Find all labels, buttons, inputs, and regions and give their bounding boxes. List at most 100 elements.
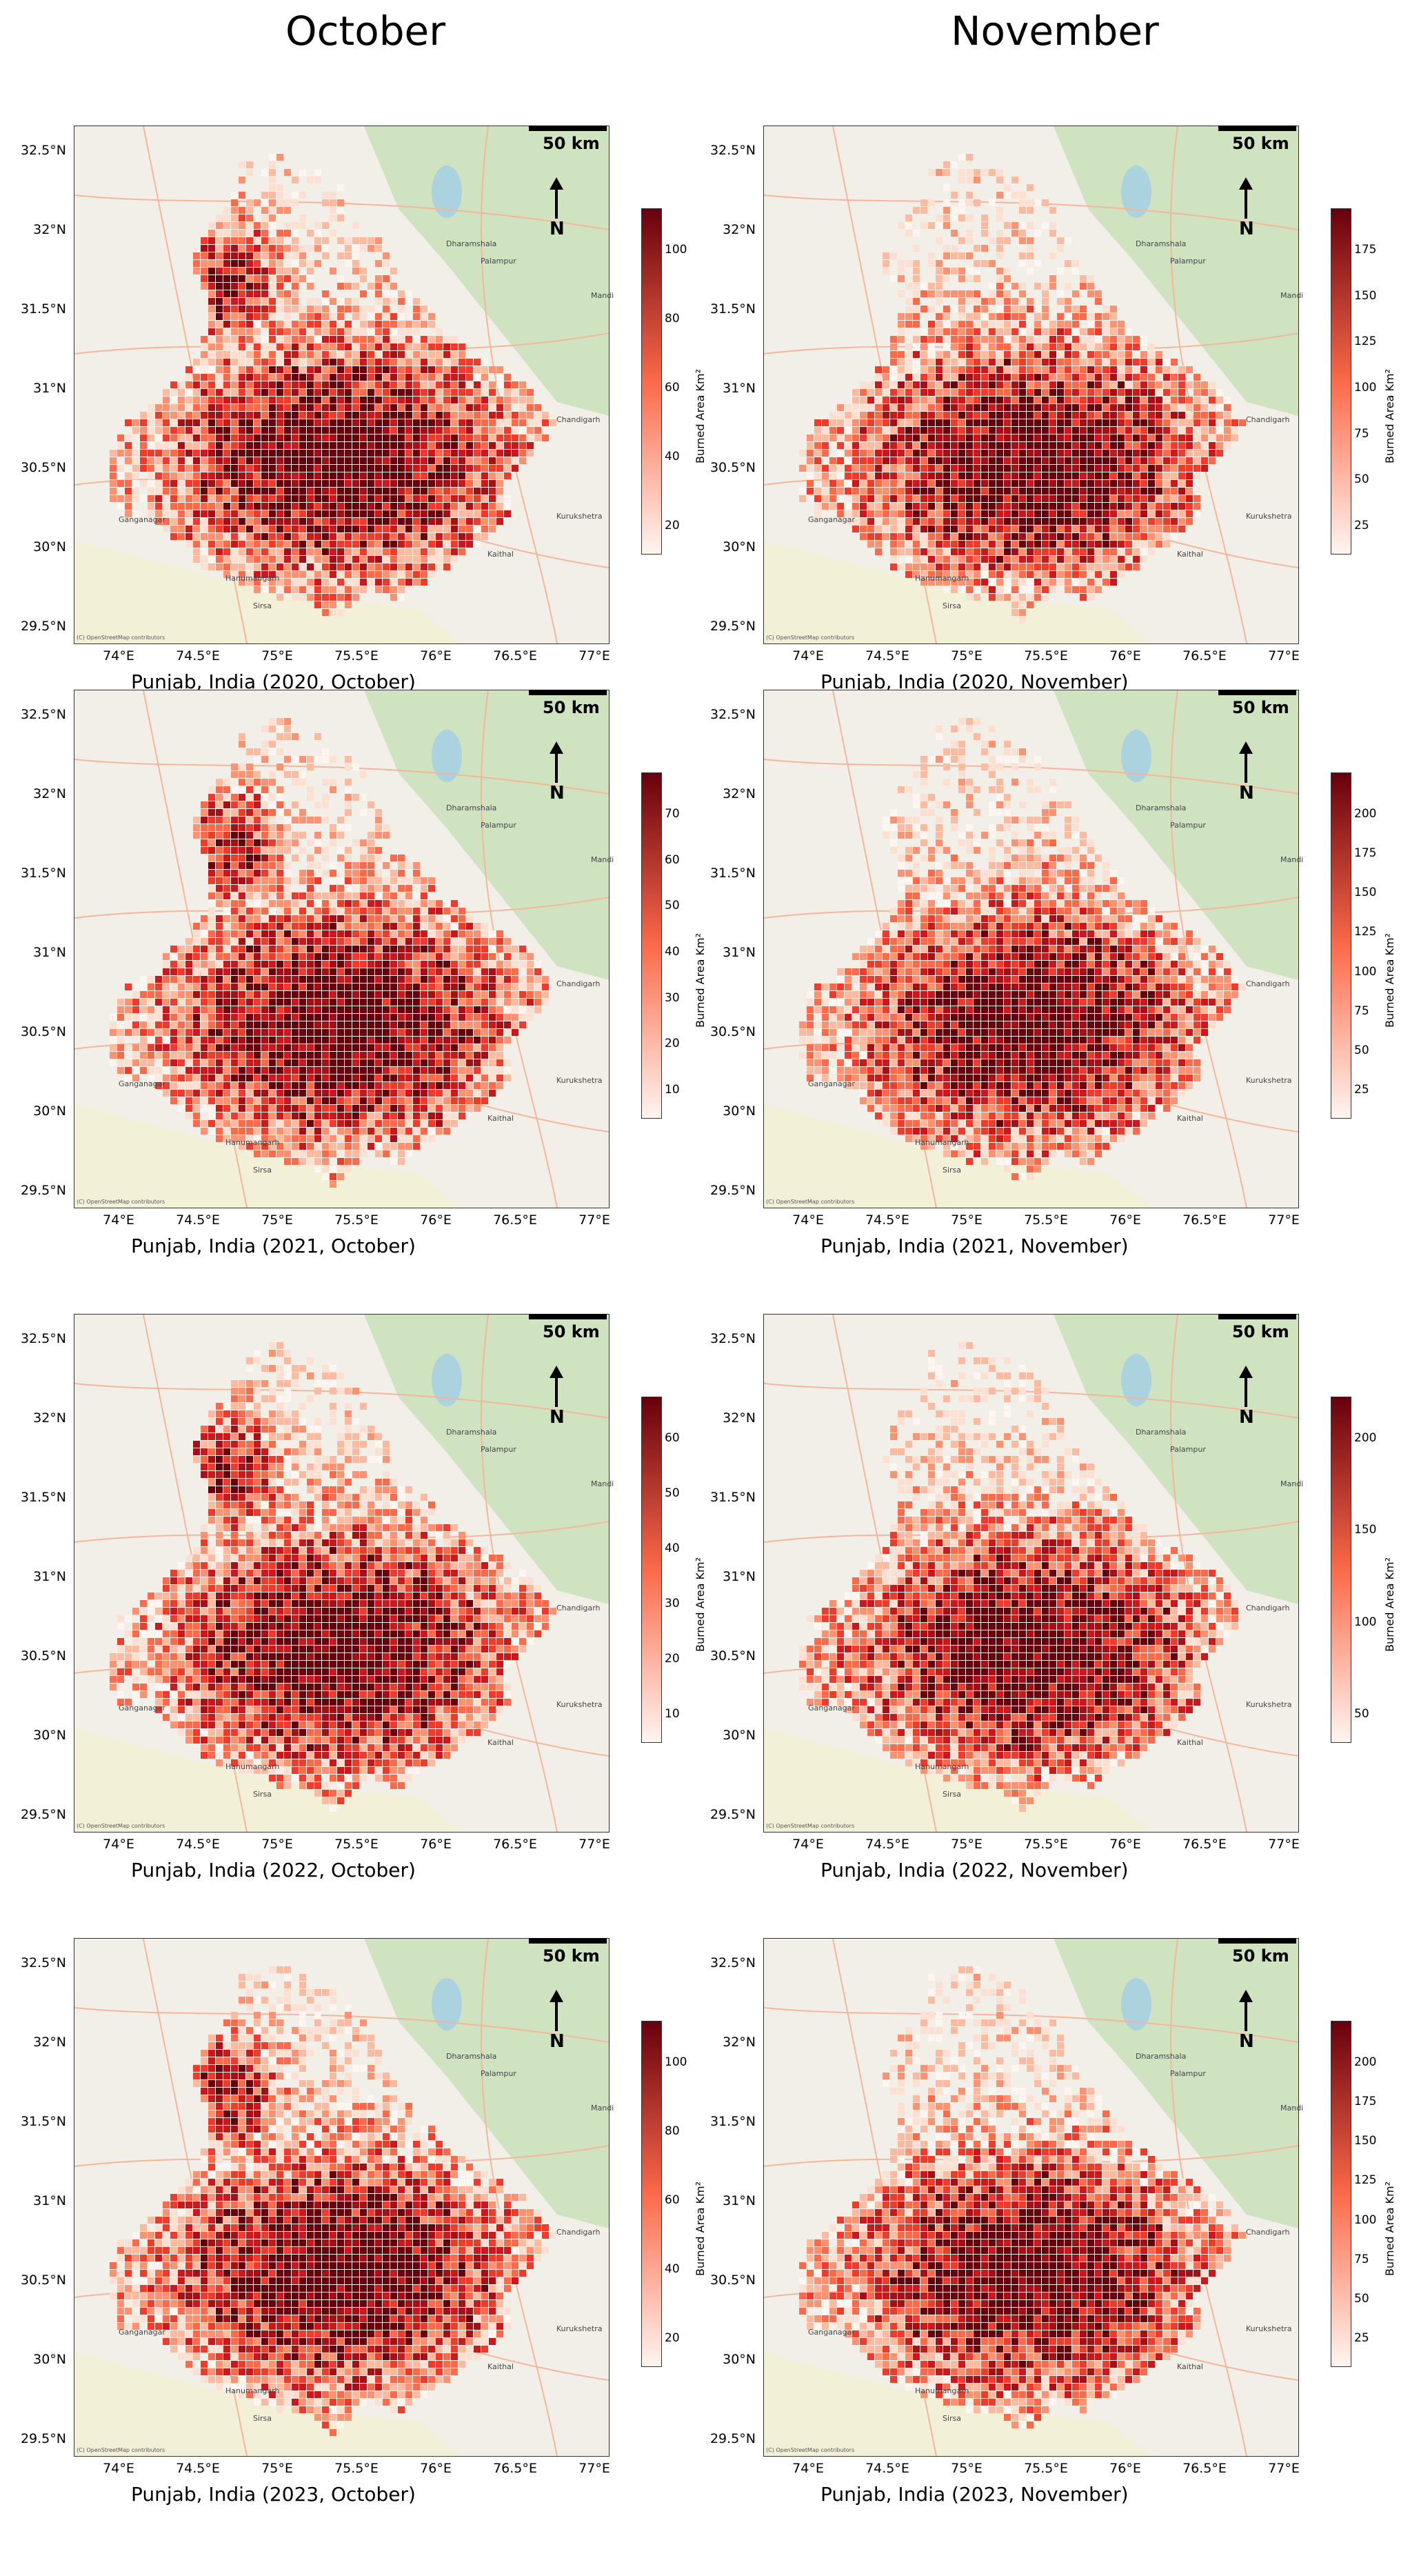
colorbar-tick-label: 200 bbox=[1354, 2055, 1377, 2069]
y-tick-label: 31°N bbox=[723, 381, 756, 396]
y-tick-label: 29.5°N bbox=[709, 2431, 756, 2446]
y-tick-label: 31°N bbox=[33, 1569, 66, 1584]
colorbar-tick-label: 50 bbox=[665, 899, 680, 913]
x-tick-label: 76.5°E bbox=[493, 1212, 537, 1228]
colorbar-tick-label: 25 bbox=[1354, 1083, 1369, 1097]
y-tick-label: 31°N bbox=[723, 2193, 756, 2208]
x-tick-label: 76.5°E bbox=[1182, 1212, 1227, 1228]
colorbar-tick-label: 125 bbox=[1354, 335, 1377, 349]
colorbar-label: Burned Area Km² bbox=[1383, 1557, 1396, 1652]
x-tick-label: 76.5°E bbox=[493, 648, 537, 663]
colorbar-label: Burned Area Km² bbox=[1383, 2181, 1396, 2276]
place-label: Kaithal bbox=[487, 550, 514, 559]
place-label: Mandi bbox=[591, 1479, 614, 1488]
x-tick-label: 76.5°E bbox=[1182, 1837, 1227, 1852]
y-tick-label: 32°N bbox=[723, 222, 756, 237]
place-label: Chandigarh bbox=[1246, 2228, 1290, 2237]
x-tick-label: 76°E bbox=[420, 1212, 452, 1228]
place-label: Dharamshala bbox=[446, 239, 497, 248]
x-tick-label: 77°E bbox=[1268, 1212, 1300, 1228]
x-tick-label: 77°E bbox=[578, 648, 610, 663]
y-tick-label: 31°N bbox=[33, 945, 66, 960]
burned-area-cells bbox=[110, 1966, 556, 2436]
colorbar-tick-label: 175 bbox=[1354, 846, 1377, 861]
x-tick-label: 76.5°E bbox=[493, 1837, 537, 1852]
north-arrow-icon bbox=[550, 741, 563, 783]
map-panel: Dharamshala Palampur Mandi Chandigarh Kuruks… bbox=[0, 1248, 707, 1881]
colorbar-tick-label: 30 bbox=[665, 1597, 680, 1610]
y-tick-label: 31.5°N bbox=[709, 301, 756, 317]
y-tick-label: 29.5°N bbox=[20, 2431, 66, 2446]
colorbar-tick-label: 100 bbox=[1354, 964, 1377, 979]
x-tick-label: 75.5°E bbox=[1024, 1212, 1068, 1228]
colorbar-tick-label: 75 bbox=[1354, 2252, 1369, 2266]
y-tick-label: 29.5°N bbox=[20, 1183, 66, 1198]
y-tick-label: 30°N bbox=[33, 539, 66, 555]
x-tick-label: 75°E bbox=[951, 1837, 983, 1852]
scale-label: 50 km bbox=[1232, 1946, 1289, 1966]
x-tick-label: 75°E bbox=[261, 1212, 293, 1228]
place-label: Sirsa bbox=[253, 1166, 272, 1175]
colorbar-tick-label: 50 bbox=[1354, 2291, 1369, 2306]
colorbar-tick-label: 100 bbox=[1354, 2213, 1377, 2227]
attribution: (C) OpenStreetMap contributors bbox=[77, 1199, 165, 1205]
map-caption: Punjab, India (2020, November) bbox=[820, 670, 1129, 693]
place-label: Ganganagar bbox=[119, 515, 165, 524]
map-caption: Punjab, India (2021, October) bbox=[131, 1235, 416, 1257]
y-tick-label: 29.5°N bbox=[20, 619, 66, 634]
y-tick-label: 30.5°N bbox=[709, 1648, 756, 1664]
column-title-november: November bbox=[951, 8, 1159, 54]
colorbar-tick-label: 150 bbox=[1354, 2134, 1377, 2148]
place-label: Kaithal bbox=[1177, 2362, 1203, 2371]
colorbar-label: Burned Area Km² bbox=[1383, 932, 1396, 1028]
scale-bar bbox=[529, 126, 607, 131]
colorbar bbox=[1331, 1397, 1351, 1743]
colorbar-tick-label: 40 bbox=[665, 450, 680, 463]
place-label: Palampur bbox=[1170, 1445, 1206, 1454]
place-label: Dharamshala bbox=[1136, 2052, 1187, 2061]
x-tick-label: 75.5°E bbox=[334, 648, 379, 663]
x-tick-label: 77°E bbox=[578, 1837, 610, 1852]
y-tick-label: 30°N bbox=[33, 1728, 66, 1743]
place-label: Kurukshetra bbox=[556, 1076, 603, 1085]
scale-label: 50 km bbox=[543, 1322, 600, 1341]
place-label: Mandi bbox=[1280, 1479, 1304, 1488]
scale-bar bbox=[1218, 1314, 1296, 1319]
colorbar-tick-label: 150 bbox=[1354, 1523, 1377, 1537]
map-caption: Punjab, India (2021, November) bbox=[820, 1235, 1129, 1257]
scale-bar bbox=[1218, 1938, 1296, 1944]
place-label: Hanumangarh bbox=[225, 574, 280, 583]
place-label: Kaithal bbox=[1177, 1738, 1203, 1747]
colorbar-tick-label: 50 bbox=[1354, 1707, 1369, 1721]
map-caption: Punjab, India (2020, October) bbox=[131, 670, 416, 693]
y-tick-label: 31.5°N bbox=[709, 2114, 756, 2129]
place-label: Mandi bbox=[591, 2104, 614, 2113]
place-label: Kurukshetra bbox=[556, 2324, 603, 2333]
scale-bar bbox=[1218, 690, 1296, 695]
place-label: Kurukshetra bbox=[1246, 1700, 1292, 1709]
y-tick-label: 30°N bbox=[723, 1104, 756, 1119]
north-label: N bbox=[550, 1407, 565, 1428]
colorbar-tick-label: 20 bbox=[665, 519, 680, 532]
place-label: Kurukshetra bbox=[556, 512, 603, 521]
place-label: Palampur bbox=[1170, 2069, 1206, 2078]
colorbar-tick-label: 10 bbox=[665, 1707, 680, 1721]
x-tick-label: 76.5°E bbox=[493, 2461, 537, 2476]
place-label: Hanumangarh bbox=[225, 1762, 280, 1771]
x-tick-label: 75.5°E bbox=[334, 1212, 379, 1228]
place-label: Ganganagar bbox=[808, 2328, 855, 2337]
place-label: Kaithal bbox=[1177, 550, 1203, 559]
x-tick-label: 75°E bbox=[261, 2461, 293, 2476]
x-tick-label: 74.5°E bbox=[176, 1212, 220, 1228]
colorbar-tick-label: 80 bbox=[665, 2124, 680, 2138]
place-label: Chandigarh bbox=[556, 415, 601, 424]
map-area: Dharamshala Palampur Mandi Chandigarh Kuruks… bbox=[763, 126, 1303, 644]
y-tick-label: 30.5°N bbox=[20, 460, 66, 475]
place-label: Hanumangarh bbox=[915, 574, 969, 583]
north-label: N bbox=[1239, 1407, 1254, 1428]
place-label: Palampur bbox=[1170, 257, 1206, 266]
scale-label: 50 km bbox=[1232, 134, 1289, 153]
place-label: Sirsa bbox=[253, 2414, 272, 2423]
colorbar-tick-label: 40 bbox=[665, 2262, 680, 2276]
attribution: (C) OpenStreetMap contributors bbox=[766, 635, 855, 641]
